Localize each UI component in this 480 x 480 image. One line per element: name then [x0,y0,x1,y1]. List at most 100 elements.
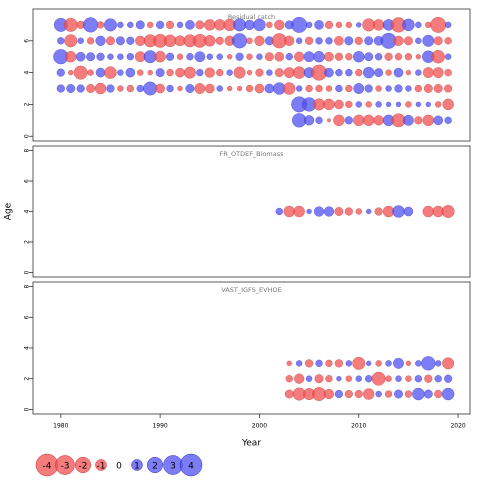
bubble [64,34,78,48]
bubble [286,360,292,366]
bubble [324,51,334,62]
panel-frame [32,8,471,142]
bubble [285,375,293,383]
bubble [216,68,224,77]
bubble [345,21,352,29]
bubble [236,85,243,92]
bubble [405,101,412,108]
bubble [56,68,65,77]
y-tick-label: 4 [24,209,31,213]
bubble [216,85,223,92]
bubble [185,20,195,30]
bubble [366,208,372,215]
bubble [444,374,453,383]
bubble [371,371,386,386]
bubble [334,52,343,61]
bubble [106,36,115,46]
bubble [195,20,205,30]
bubble [296,85,303,92]
bubble [323,388,335,400]
bubble [394,389,403,399]
x-tick-label: 2020 [450,423,465,430]
bubble [353,51,365,63]
bubble [313,51,325,63]
bubble [57,37,65,45]
bubble [431,50,445,64]
bubble [355,208,362,215]
bubble [373,115,384,126]
bubble [285,53,293,61]
bubble [136,84,144,93]
bubble [394,53,403,61]
panel-title: FR_OTDEF_Biomass [219,150,284,158]
bubble [442,357,455,370]
bubble [313,206,325,217]
bubble [345,360,352,367]
bubble [415,54,421,60]
y-tick-label: 4 [24,346,31,350]
bubble [294,373,305,384]
bubble [345,53,353,61]
bubble [325,85,333,92]
bubble [196,68,204,77]
bubble [352,356,366,370]
legend-label: 1 [134,462,140,472]
bubble [442,98,454,111]
bubble [403,114,414,126]
bubble [305,36,314,45]
bubble [256,53,263,60]
legend-label: 0 [116,462,122,472]
legend-bubble [146,456,164,474]
bubble [374,68,384,78]
bubble [404,53,413,61]
bubble [95,67,106,78]
y-tick-label: 4 [24,71,31,75]
bubble [404,36,413,46]
bubble [434,390,443,399]
bubble [444,53,452,60]
bubble [304,115,315,126]
bubble [73,65,88,80]
bubble [313,98,325,111]
bubble [327,118,331,123]
bubble [435,360,442,367]
bubble [335,84,343,93]
bubble [87,69,94,76]
bubble [385,360,392,367]
bubble [227,54,233,60]
bubble [364,36,374,46]
bubble [274,51,285,62]
bubble [375,85,382,92]
bubble [204,19,216,31]
y-tick-label: 2 [24,102,31,106]
bubble [433,84,443,93]
bubble [294,51,305,62]
legend-label: 4 [188,462,194,472]
bubble [314,20,324,30]
bubble [394,84,403,93]
bubble [125,67,136,78]
bubble [255,68,264,77]
bubble [405,360,412,366]
bubble [415,360,422,367]
bubble [83,17,99,33]
bubble [334,99,344,110]
bubble [430,16,447,33]
y-tick-label: 0 [24,407,31,411]
bubble [421,356,436,371]
bubble [175,67,185,78]
bubble [166,68,174,77]
y-tick-label: 2 [24,240,31,244]
bubble [206,53,213,60]
y-tick-label: 8 [24,285,31,289]
legend-bubble [95,459,107,471]
bubble [107,53,114,60]
bubble [154,51,166,63]
bubble [323,98,335,111]
bubble [254,35,265,46]
bubble [296,37,303,44]
bubble [422,34,435,47]
bubble [77,37,84,44]
bubble [291,16,308,33]
